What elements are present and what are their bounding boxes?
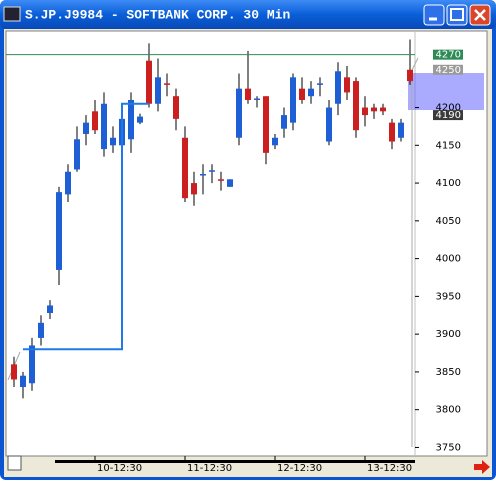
candle-body	[290, 77, 296, 123]
candle-body	[155, 77, 161, 104]
candle-body	[362, 107, 368, 116]
y-tick-label: 3950	[436, 291, 461, 302]
price-marker-box	[433, 110, 463, 121]
candle-body	[92, 111, 98, 131]
candle-body	[110, 137, 116, 146]
candle-body	[74, 139, 80, 170]
price-marker-label: 4250	[436, 65, 461, 76]
y-tick-label: 4200	[436, 103, 461, 114]
x-tick-label: 11-12:30	[187, 463, 232, 474]
minimize-button[interactable]	[423, 4, 445, 26]
candle-body	[335, 71, 341, 104]
candle-body	[47, 305, 53, 313]
candle-body	[263, 96, 269, 153]
highlight-box	[408, 73, 484, 110]
candle-body	[272, 137, 278, 146]
candle-body	[11, 364, 17, 380]
scroll-arrow[interactable]	[474, 460, 490, 474]
title-bar	[0, 0, 496, 29]
y-tick-label: 3900	[436, 329, 461, 340]
candle-body	[317, 83, 323, 85]
candle-body	[38, 322, 44, 338]
candle-body	[29, 345, 35, 384]
candle-body	[227, 179, 233, 187]
candle-body	[245, 88, 251, 100]
x-tick-label: 10-12:30	[97, 463, 142, 474]
y-tick-label: 3800	[436, 405, 461, 416]
candle-body	[218, 179, 224, 181]
candle-body	[299, 88, 305, 100]
candle-body	[407, 69, 413, 82]
candle-body	[83, 122, 89, 134]
scroll-box[interactable]	[7, 455, 22, 471]
y-tick-label: 3850	[436, 367, 461, 378]
candle-body	[371, 107, 377, 112]
candle-body	[209, 170, 215, 172]
candle-body	[182, 137, 188, 199]
candle-body	[353, 81, 359, 131]
candle-body	[56, 192, 62, 270]
y-tick-label: 3750	[436, 442, 461, 453]
price-marker-label: 4190	[436, 110, 461, 121]
plot-background	[5, 30, 488, 457]
candle-body	[200, 174, 206, 176]
candle-body	[137, 116, 143, 123]
candle-body	[344, 77, 350, 93]
candle-body	[128, 99, 134, 140]
candle-body	[164, 83, 170, 85]
price-marker-label: 4270	[436, 50, 461, 61]
y-tick-label: 4050	[436, 216, 461, 227]
y-tick-label: 4100	[436, 178, 461, 189]
candle-body	[173, 96, 179, 119]
candle-body	[398, 122, 404, 138]
y-tick-label: 4000	[436, 254, 461, 265]
x-tick-label: 12-12:30	[277, 463, 322, 474]
candle-body	[326, 107, 332, 142]
app-icon	[3, 6, 21, 22]
y-tick-label: 4150	[436, 140, 461, 151]
candle-body	[191, 183, 197, 195]
candle-body	[146, 60, 152, 104]
candle-body	[101, 103, 107, 150]
candle-body	[389, 122, 395, 142]
candle-body	[254, 98, 260, 100]
close-icon	[474, 9, 486, 21]
x-tick-label: 13-12:30	[367, 463, 412, 474]
candle-body	[380, 107, 386, 112]
candle-body	[20, 375, 26, 388]
price-marker-box	[433, 64, 463, 75]
price-marker-box	[433, 49, 463, 60]
maximize-icon	[450, 8, 464, 21]
candle-body	[65, 171, 71, 195]
time-axis-bar	[55, 460, 415, 463]
window-title: S.JP.J9984 - SOFTBANK CORP. 30 Min	[25, 7, 290, 22]
candle-body	[236, 88, 242, 138]
candle-body	[308, 88, 314, 97]
candle-body	[281, 115, 287, 129]
step-line	[23, 102, 149, 351]
